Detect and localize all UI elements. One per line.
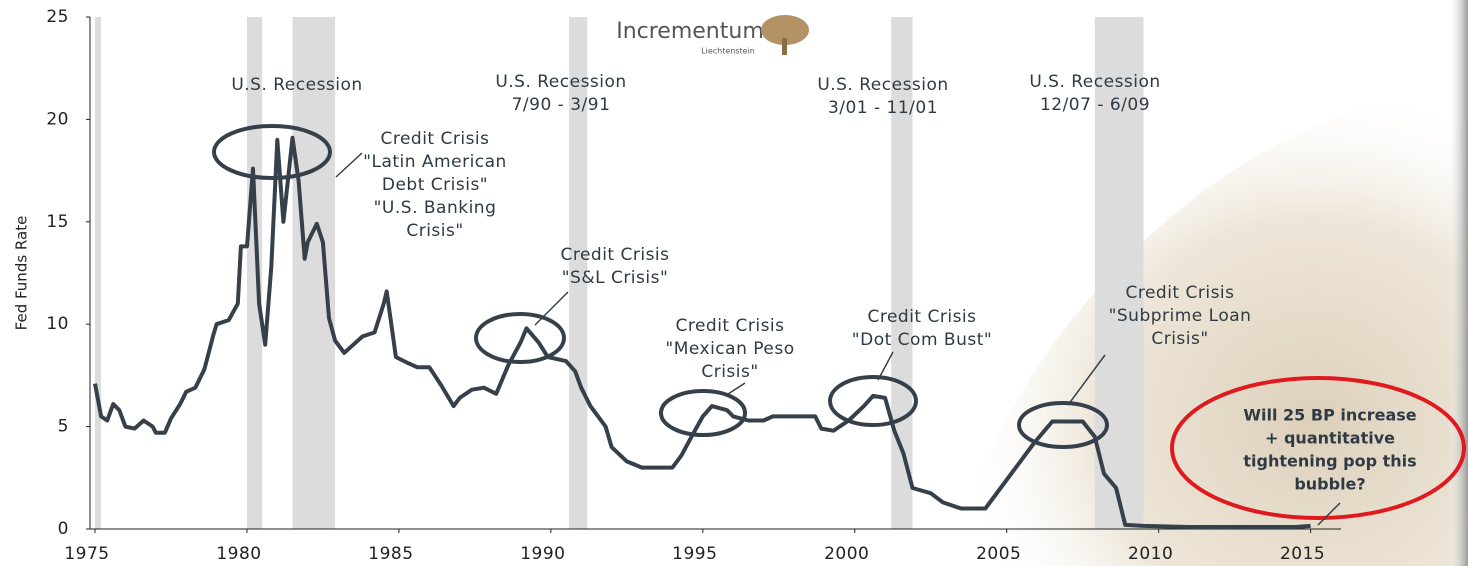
x-tick-label: 2005 bbox=[976, 544, 1021, 564]
pointer bbox=[534, 291, 569, 326]
annotation: U.S. Recession bbox=[231, 75, 362, 95]
annotation: "Dot Com Bust" bbox=[852, 330, 992, 350]
annotation: U.S. Recession bbox=[817, 75, 948, 95]
pointer bbox=[335, 152, 363, 178]
annotation: "U.S. Banking bbox=[374, 198, 497, 218]
annotation: bubble? bbox=[1294, 475, 1365, 494]
crisis-circle bbox=[828, 375, 918, 427]
logo-tree bbox=[761, 15, 809, 55]
annotation: U.S. Recession bbox=[1029, 72, 1160, 92]
annotation: Credit Crisis bbox=[867, 307, 976, 327]
y-tick-label: 0 bbox=[58, 519, 69, 539]
annotation: Credit Crisis bbox=[1125, 283, 1234, 303]
crisis-circle bbox=[474, 312, 566, 364]
logo-place: Liechtenstein bbox=[701, 47, 755, 56]
annotation: + quantitative bbox=[1265, 429, 1395, 448]
y-tick-label: 10 bbox=[46, 314, 69, 334]
x-tick-label: 2015 bbox=[1280, 544, 1325, 564]
crisis-circle bbox=[212, 124, 332, 180]
recession-band bbox=[95, 17, 102, 529]
page-edge bbox=[1448, 0, 1468, 566]
annotation: Crisis" bbox=[406, 221, 463, 241]
annotation: Crisis" bbox=[701, 362, 758, 382]
logo-name: Incrementum bbox=[616, 19, 764, 44]
y-tick-label: 20 bbox=[46, 109, 69, 129]
annotation: Will 25 BP increase bbox=[1243, 406, 1416, 425]
recession-band bbox=[246, 17, 263, 529]
annotation: 12/07 - 6/09 bbox=[1040, 95, 1150, 115]
annotation: 3/01 - 11/01 bbox=[828, 98, 938, 118]
plot bbox=[93, 135, 1311, 529]
y-axis-label: Fed Funds Rate bbox=[13, 216, 31, 331]
rate-line bbox=[93, 135, 1311, 529]
y-tick-label: 25 bbox=[46, 7, 69, 27]
recession-band bbox=[292, 17, 336, 529]
x-tick-label: 1995 bbox=[672, 544, 717, 564]
pointer bbox=[724, 382, 746, 397]
x-tick-label: 1980 bbox=[216, 544, 261, 564]
annotation: Crisis" bbox=[1151, 329, 1208, 349]
crisis-circle bbox=[659, 389, 747, 437]
annotations: U.S. Recession U.S. Recession 7/90 - 3/91 U… bbox=[231, 72, 1416, 494]
y-tick-label: 15 bbox=[46, 212, 69, 232]
annotation: "Subprime Loan bbox=[1109, 306, 1252, 326]
annotation: "S&L Crisis" bbox=[562, 268, 669, 288]
annotation: Credit Crisis bbox=[380, 129, 489, 149]
x-tick-label: 2010 bbox=[1128, 544, 1173, 564]
highlight-circle bbox=[1170, 376, 1466, 520]
annotation: Debt Crisis" bbox=[382, 175, 488, 195]
annotation: "Latin American bbox=[363, 152, 507, 172]
recession-band bbox=[569, 17, 588, 529]
axes: 0 5 10 15 20 25 1975 1980 1985 1990 1995 2000 2005 20… bbox=[46, 7, 1341, 564]
x-tick-label: 1985 bbox=[368, 544, 413, 564]
recession-band bbox=[1094, 17, 1144, 529]
pointer bbox=[1317, 502, 1341, 526]
annotation: Credit Crisis bbox=[560, 245, 669, 265]
annotation: Credit Crisis bbox=[675, 316, 784, 336]
annotation: U.S. Recession bbox=[495, 72, 626, 92]
recession-bands bbox=[95, 17, 1144, 529]
annotation: "Mexican Peso bbox=[665, 339, 794, 359]
y-tick-label: 5 bbox=[58, 417, 69, 437]
annotation: tightening pop this bbox=[1243, 452, 1416, 471]
x-tick-label: 1975 bbox=[64, 544, 109, 564]
x-tick-label: 2000 bbox=[824, 544, 869, 564]
annotation: 7/90 - 3/91 bbox=[512, 95, 611, 115]
x-tick-label: 1990 bbox=[520, 544, 565, 564]
pointer bbox=[1067, 354, 1106, 406]
crisis-circle bbox=[1017, 401, 1109, 449]
pointer bbox=[877, 351, 894, 381]
recession-band bbox=[891, 17, 913, 529]
